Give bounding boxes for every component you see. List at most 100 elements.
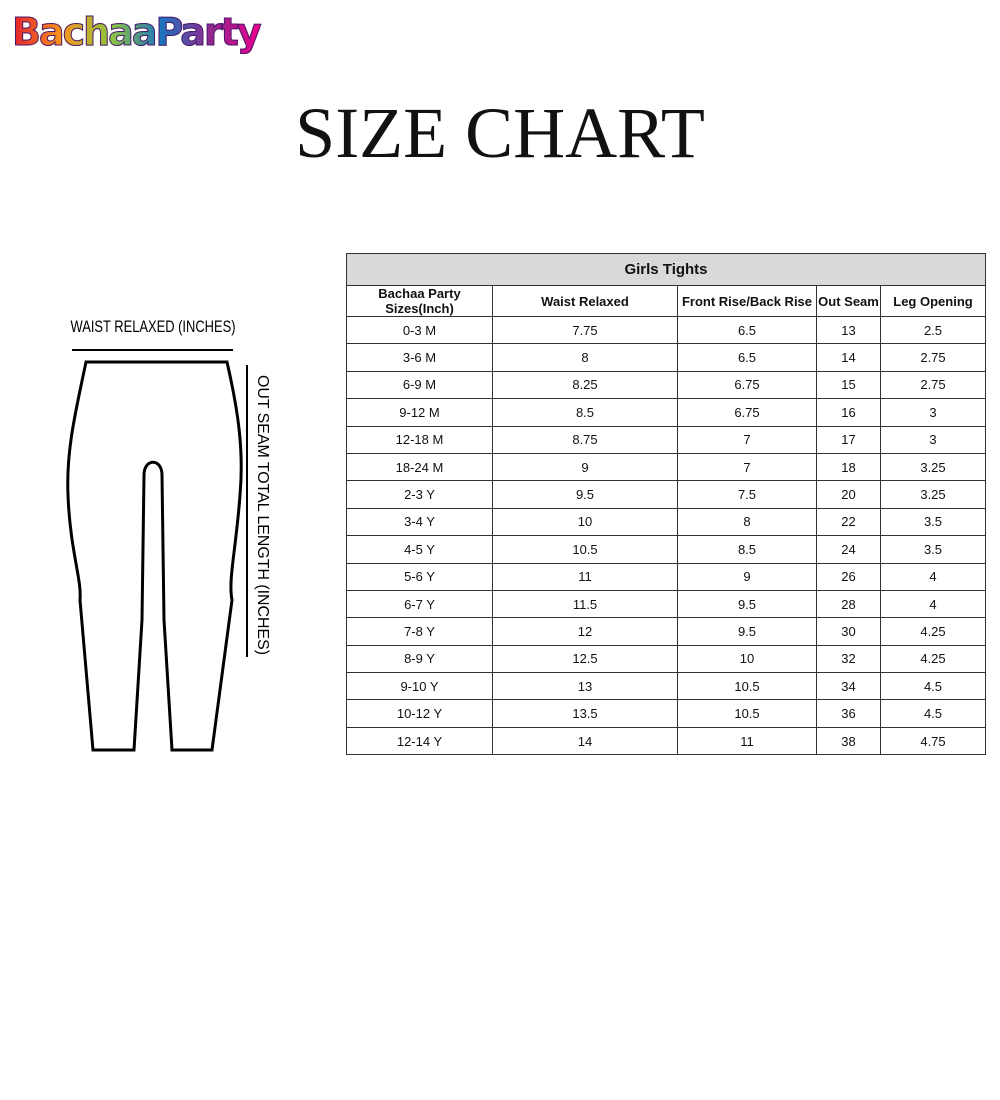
table-cell: 11.5	[492, 589, 678, 619]
tights-outline	[66, 360, 243, 752]
table-cell: 9-12 M	[346, 398, 493, 427]
table-cell: 12	[492, 617, 678, 646]
table-cell: 2.75	[880, 343, 986, 372]
diagram: WAIST RELAXED (INCHES) OUT SEAM TOTAL LE…	[66, 317, 271, 752]
table-cell: 2.5	[880, 315, 986, 345]
table-cell: 12.5	[492, 644, 678, 674]
table-cell: 10.5	[677, 672, 817, 701]
table-cell: 3.5	[880, 535, 986, 564]
table-cell: 10	[492, 507, 678, 537]
table-cell: 0-3 M	[346, 315, 493, 345]
table-row: 6-7 Y 11.5 9.5 28 4	[346, 589, 986, 619]
table-cell: 6.75	[677, 398, 817, 427]
table-cell: 22	[816, 507, 881, 537]
size-table: Girls Tights Bachaa Party Sizes(Inch) Wai…	[346, 253, 986, 756]
table-row: 2-3 Y 9.5 7.5 20 3.25	[346, 480, 986, 509]
table-cell: 3-4 Y	[346, 507, 493, 537]
table-cell: 8.5	[677, 535, 817, 564]
table-cell: 5-6 Y	[346, 562, 493, 591]
table-cell: 10.5	[492, 535, 678, 564]
column-header: Out Seam	[816, 285, 881, 317]
table-cell: 11	[492, 562, 678, 591]
header-row: Bachaa Party Sizes(Inch) Waist Relaxed Fro…	[346, 285, 986, 317]
table-cell: 2-3 Y	[346, 480, 493, 509]
table-cell: 9	[677, 562, 817, 591]
table-cell: 6-7 Y	[346, 589, 493, 619]
table-cell: 8.25	[492, 370, 678, 400]
table-cell: 12-14 Y	[346, 726, 493, 756]
table-cell: 36	[816, 699, 881, 728]
table-cell: 3.25	[880, 480, 986, 509]
table-cell: 10	[677, 644, 817, 674]
table-cell: 10.5	[677, 699, 817, 728]
table-row: 3-6 M 8 6.5 14 2.75	[346, 343, 986, 372]
table-row: 5-6 Y 11 9 26 4	[346, 562, 986, 591]
table-cell: 6.5	[677, 343, 817, 372]
table-cell: 20	[816, 480, 881, 509]
table-cell: 9-10 Y	[346, 672, 493, 701]
table-cell: 7	[677, 425, 817, 454]
table-cell: 13.5	[492, 699, 678, 728]
column-header: Bachaa Party Sizes(Inch)	[346, 285, 493, 317]
table-cell: 13	[492, 672, 678, 701]
table-cell: 7-8 Y	[346, 617, 493, 646]
table-row: 6-9 M 8.25 6.75 15 2.75	[346, 370, 986, 400]
table-cell: 4.75	[880, 726, 986, 756]
table-cell: 8.75	[492, 425, 678, 454]
table-cell: 34	[816, 672, 881, 701]
waist-label: WAIST RELAXED (INCHES)	[71, 317, 236, 336]
table-row: 12-14 Y 14 11 38 4.75	[346, 726, 986, 756]
table-cell: 9.5	[677, 589, 817, 619]
table-cell: 17	[816, 425, 881, 454]
table-title: Girls Tights	[346, 253, 986, 286]
table-cell: 9	[492, 452, 678, 482]
table-cell: 6-9 M	[346, 370, 493, 400]
table-cell: 32	[816, 644, 881, 674]
column-header: Waist Relaxed	[492, 285, 678, 317]
table-cell: 10-12 Y	[346, 699, 493, 728]
table-cell: 18	[816, 452, 881, 482]
table-cell: 4	[880, 562, 986, 591]
table-body: 0-3 M 7.75 6.5 13 2.5 3-6 M 8 6.5 14 2.75 6-9 M 8.2…	[346, 315, 986, 756]
table-row: 7-8 Y 12 9.5 30 4.25	[346, 617, 986, 646]
table-cell: 2.75	[880, 370, 986, 400]
table-cell: 4	[880, 589, 986, 619]
table-cell: 38	[816, 726, 881, 756]
table-row: 9-10 Y 13 10.5 34 4.5	[346, 672, 986, 701]
table-cell: 8	[677, 507, 817, 537]
table-cell: 28	[816, 589, 881, 619]
logo: BachaaParty	[12, 10, 263, 55]
table-cell: 18-24 M	[346, 452, 493, 482]
table-cell: 11	[677, 726, 817, 756]
table-cell: 3-6 M	[346, 343, 493, 372]
table-cell: 6.5	[677, 315, 817, 345]
table-row: 3-4 Y 10 8 22 3.5	[346, 507, 986, 537]
table-cell: 14	[492, 726, 678, 756]
table-cell: 3	[880, 398, 986, 427]
table-cell: 7.75	[492, 315, 678, 345]
table-cell: 4.5	[880, 699, 986, 728]
table-row: 8-9 Y 12.5 10 32 4.25	[346, 644, 986, 674]
table-row: 18-24 M 9 7 18 3.25	[346, 452, 986, 482]
table-cell: 3	[880, 425, 986, 454]
table-cell: 4.5	[880, 672, 986, 701]
column-header: Leg Opening	[880, 285, 986, 317]
table-cell: 9.5	[492, 480, 678, 509]
table-cell: 7.5	[677, 480, 817, 509]
table-cell: 30	[816, 617, 881, 646]
table-row: 0-3 M 7.75 6.5 13 2.5	[346, 315, 986, 345]
table-cell: 15	[816, 370, 881, 400]
page-title: SIZE CHART	[295, 93, 705, 173]
table-cell: 3.25	[880, 452, 986, 482]
table-cell: 24	[816, 535, 881, 564]
table-row: 12-18 M 8.75 7 17 3	[346, 425, 986, 454]
table-row: 9-12 M 8.5 6.75 16 3	[346, 398, 986, 427]
table-cell: 3.5	[880, 507, 986, 537]
table-row: 4-5 Y 10.5 8.5 24 3.5	[346, 535, 986, 564]
table-cell: 8	[492, 343, 678, 372]
table-cell: 8-9 Y	[346, 644, 493, 674]
column-header: Front Rise/Back Rise	[677, 285, 817, 317]
table-cell: 13	[816, 315, 881, 345]
table-cell: 7	[677, 452, 817, 482]
length-label: OUT SEAM TOTAL LENGTH (INCHES)	[254, 375, 271, 655]
